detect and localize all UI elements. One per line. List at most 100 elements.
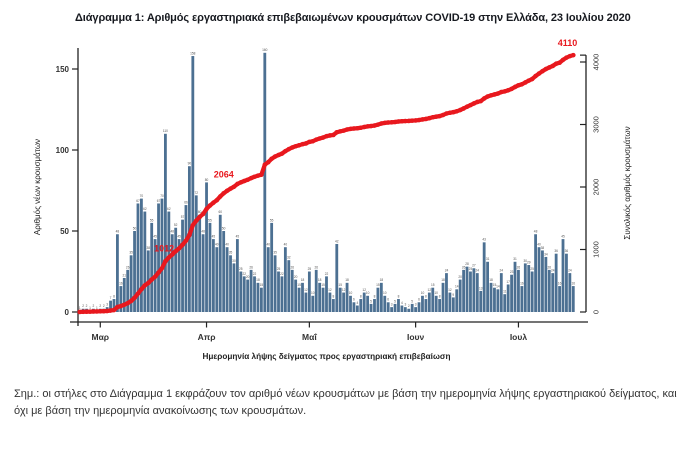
cumulative-point — [351, 126, 357, 131]
svg-text:22: 22 — [325, 272, 329, 276]
cumulative-point — [536, 71, 542, 76]
svg-text:43: 43 — [482, 238, 486, 242]
bar-day — [383, 295, 387, 312]
bar-day — [160, 198, 164, 312]
svg-text:26: 26 — [290, 265, 294, 269]
cumulative-point — [190, 222, 196, 228]
bar-day — [287, 260, 291, 312]
svg-text:36: 36 — [565, 249, 569, 253]
svg-text:16: 16 — [572, 281, 576, 285]
svg-text:60: 60 — [198, 210, 202, 214]
svg-text:48: 48 — [116, 230, 120, 234]
bar-day — [530, 271, 534, 312]
svg-text:25: 25 — [239, 267, 243, 271]
svg-text:12: 12 — [342, 288, 346, 292]
cumulative-point — [475, 99, 480, 105]
bar-day — [133, 231, 136, 312]
bar-day — [527, 265, 531, 312]
bar-day — [493, 287, 496, 312]
svg-text:17: 17 — [506, 280, 510, 284]
bar-day — [235, 239, 239, 312]
bar-day — [225, 247, 229, 312]
cumulative-point — [272, 154, 278, 159]
bar-day — [294, 279, 298, 312]
svg-text:36: 36 — [554, 249, 558, 253]
svg-text:18: 18 — [301, 278, 305, 282]
svg-text:10: 10 — [421, 291, 425, 295]
bar-day — [211, 239, 215, 312]
bar-day — [541, 250, 544, 312]
bar-day — [386, 302, 390, 312]
cumulative-point — [413, 118, 418, 123]
svg-text:57: 57 — [181, 215, 185, 219]
svg-text:12: 12 — [448, 288, 452, 292]
svg-text:6: 6 — [387, 298, 389, 302]
svg-text:45: 45 — [153, 235, 157, 239]
svg-text:8: 8 — [398, 294, 400, 298]
bar-day — [205, 182, 208, 312]
bar-day — [232, 263, 236, 312]
bar-day — [342, 292, 346, 312]
bar-day — [451, 297, 455, 312]
svg-text:50: 50 — [222, 226, 226, 230]
svg-text:16: 16 — [520, 281, 524, 285]
bar-day — [201, 234, 205, 312]
bar-day — [270, 222, 274, 312]
bar-day — [119, 286, 123, 312]
bar-day — [503, 294, 507, 312]
bar-day — [174, 227, 178, 312]
svg-text:10: 10 — [434, 291, 438, 295]
svg-text:40: 40 — [215, 243, 219, 247]
svg-text:6: 6 — [418, 298, 420, 302]
svg-text:14: 14 — [455, 285, 459, 289]
svg-text:22: 22 — [280, 272, 284, 276]
svg-text:45: 45 — [212, 235, 216, 239]
cumulative-point — [173, 248, 178, 254]
bar-day — [393, 303, 397, 312]
cumulative-point — [399, 118, 405, 124]
bar-day — [547, 269, 551, 312]
cumulative-point — [440, 112, 446, 118]
svg-text:18: 18 — [441, 278, 445, 282]
cumulative-point — [560, 57, 566, 63]
svg-text:30: 30 — [524, 259, 528, 263]
svg-text:31: 31 — [486, 257, 490, 261]
bar-day — [246, 279, 250, 312]
left-axis-title: Αριθμός νέων κρουσμάτων — [33, 139, 42, 235]
cumulative-point — [392, 119, 398, 125]
svg-text:34: 34 — [544, 252, 548, 256]
bar-day — [544, 256, 548, 312]
svg-text:18: 18 — [489, 278, 493, 282]
milestone-annotations: 1012 2064 4110 — [154, 38, 577, 253]
right-axis-tick-label: 0 — [592, 310, 601, 314]
bar-day — [277, 271, 280, 312]
bar-day — [198, 214, 202, 312]
svg-text:26: 26 — [249, 265, 253, 269]
month-tick-label: Μαΐ — [302, 332, 317, 342]
cumulative-point — [433, 114, 439, 119]
daily-bars-group — [78, 52, 575, 313]
bar-day — [194, 195, 198, 312]
cumulative-point — [111, 307, 117, 313]
svg-text:3: 3 — [106, 303, 108, 307]
bar-day — [486, 261, 489, 312]
svg-text:10: 10 — [311, 291, 315, 295]
cumulative-point — [94, 309, 100, 314]
svg-text:20: 20 — [458, 275, 462, 279]
bar-day — [390, 307, 394, 312]
cumulative-point — [557, 60, 562, 65]
svg-text:12: 12 — [304, 288, 308, 292]
cumulative-point — [526, 78, 532, 83]
svg-text:48: 48 — [534, 230, 538, 234]
cumulative-point — [344, 127, 350, 132]
svg-text:15: 15 — [260, 283, 264, 287]
cumulative-point — [420, 117, 425, 122]
svg-text:45: 45 — [177, 235, 181, 239]
svg-text:10: 10 — [366, 291, 370, 295]
svg-text:18: 18 — [345, 278, 349, 282]
svg-text:80: 80 — [205, 178, 209, 182]
right-axis-tick-label: 4000 — [592, 54, 601, 71]
bar-day — [421, 295, 424, 312]
bar-day — [496, 289, 500, 312]
